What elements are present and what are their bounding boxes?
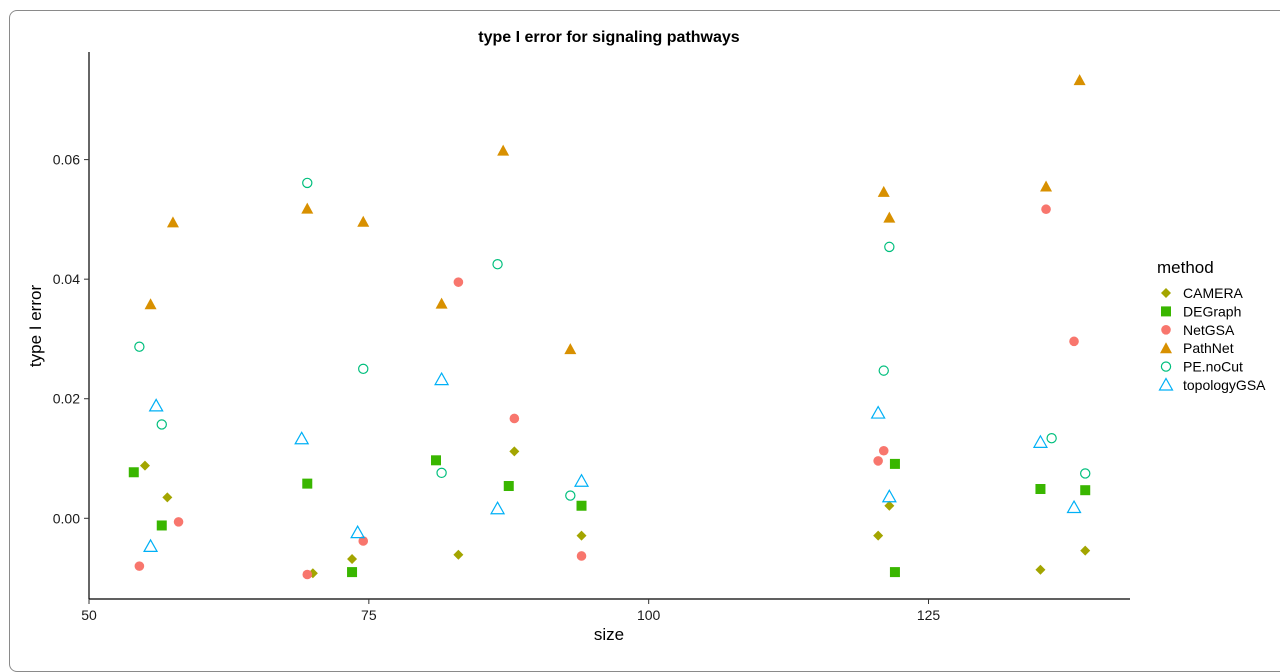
point-pe-nocut	[1080, 468, 1091, 479]
legend-key-pathnet	[1160, 342, 1172, 354]
point-topologygsa	[870, 405, 886, 419]
point-pathnet	[435, 297, 448, 309]
point-pathnet	[144, 298, 157, 310]
point-camera	[162, 492, 173, 503]
x-tick-label: 75	[361, 607, 377, 623]
legend-key-netgsa	[1161, 325, 1171, 335]
point-degraph	[1035, 484, 1046, 495]
x-tick-label: 100	[637, 607, 661, 623]
legend-key-pe-nocut	[1160, 361, 1172, 372]
point-pe-nocut	[565, 490, 576, 501]
point-degraph	[431, 455, 441, 466]
point-topologygsa	[143, 538, 159, 552]
point-topologygsa	[434, 371, 450, 386]
point-pe-nocut	[134, 341, 145, 352]
legend-key-degraph	[1161, 306, 1171, 317]
data-points	[128, 74, 1091, 580]
point-netgsa	[878, 445, 889, 456]
point-pe-nocut	[436, 467, 447, 479]
point-degraph	[889, 567, 900, 578]
point-topologygsa	[148, 398, 164, 412]
legend-key-topologygsa	[1158, 377, 1174, 391]
y-tick-label: 0.00	[53, 510, 80, 526]
point-camera	[884, 500, 895, 511]
point-netgsa	[509, 413, 520, 424]
point-pe-nocut	[156, 419, 167, 430]
point-topologygsa	[294, 431, 310, 445]
point-netgsa	[453, 277, 464, 287]
x-tick-label: 50	[81, 607, 97, 623]
point-camera	[1035, 564, 1046, 575]
point-pathnet	[1073, 74, 1086, 86]
point-netgsa	[173, 517, 184, 527]
point-pe-nocut	[302, 177, 313, 189]
point-topologygsa	[1032, 434, 1048, 448]
y-axis-title: type I error	[26, 285, 45, 368]
point-camera	[873, 530, 884, 541]
legend: CAMERA DEGraph NetGSA PathNet PE.noCut topolo…	[1158, 285, 1266, 393]
point-degraph	[302, 478, 313, 489]
point-camera	[139, 460, 150, 471]
legend-label-pathnet: PathNet	[1183, 340, 1234, 356]
point-degraph	[347, 567, 358, 578]
point-pe-nocut	[358, 363, 369, 375]
legend-label-degraph: DEGraph	[1183, 303, 1241, 319]
point-topologygsa	[490, 501, 506, 515]
point-camera	[576, 530, 587, 541]
legend-label-topologygsa: topologyGSA	[1183, 377, 1266, 393]
point-camera	[509, 446, 520, 457]
point-pathnet	[877, 185, 890, 197]
point-degraph	[576, 500, 587, 511]
point-camera	[1080, 545, 1091, 556]
legend-label-camera: CAMERA	[1183, 285, 1244, 301]
point-netgsa	[302, 569, 313, 580]
y-tick-label: 0.02	[53, 391, 80, 407]
point-topologygsa	[881, 489, 897, 503]
point-pathnet	[497, 144, 510, 156]
legend-label-pe-nocut: PE.noCut	[1183, 359, 1243, 375]
point-degraph	[128, 467, 139, 478]
point-pathnet	[564, 343, 577, 355]
point-netgsa	[576, 551, 587, 561]
legend-key-camera	[1161, 288, 1171, 298]
x-axis-title: size	[594, 625, 624, 644]
y-tick-label: 0.04	[53, 271, 80, 287]
point-netgsa	[873, 456, 883, 466]
y-axis-ticks: 0.00 0.02 0.04 0.06	[53, 152, 89, 526]
point-netgsa	[358, 536, 369, 546]
point-netgsa	[1069, 336, 1079, 347]
point-pathnet	[301, 202, 314, 214]
point-topologygsa	[350, 524, 366, 539]
x-axis-ticks: 50 75 100 125	[81, 599, 940, 623]
point-degraph	[889, 458, 900, 469]
point-pe-nocut	[1046, 432, 1057, 444]
scatter-chart: type I error for signaling pathways 0.00…	[26, 29, 1266, 644]
point-pathnet	[883, 211, 896, 223]
point-topologygsa	[573, 473, 590, 487]
point-camera	[347, 553, 358, 564]
legend-label-netgsa: NetGSA	[1183, 322, 1235, 338]
chart-title: type I error for signaling pathways	[478, 29, 739, 46]
point-pe-nocut	[492, 259, 503, 270]
y-tick-label: 0.06	[53, 152, 80, 168]
legend-title: method	[1157, 258, 1214, 277]
point-pathnet	[1040, 180, 1053, 192]
point-netgsa	[134, 561, 145, 571]
point-degraph	[503, 481, 514, 492]
point-degraph	[156, 520, 167, 531]
point-topologygsa	[1066, 499, 1082, 514]
x-tick-label: 125	[917, 607, 941, 623]
point-pe-nocut	[878, 365, 889, 376]
point-camera	[453, 549, 464, 560]
point-degraph	[1080, 485, 1091, 496]
point-netgsa	[1041, 204, 1051, 215]
point-pe-nocut	[884, 241, 895, 253]
point-pathnet	[166, 216, 179, 228]
point-pathnet	[357, 215, 370, 227]
